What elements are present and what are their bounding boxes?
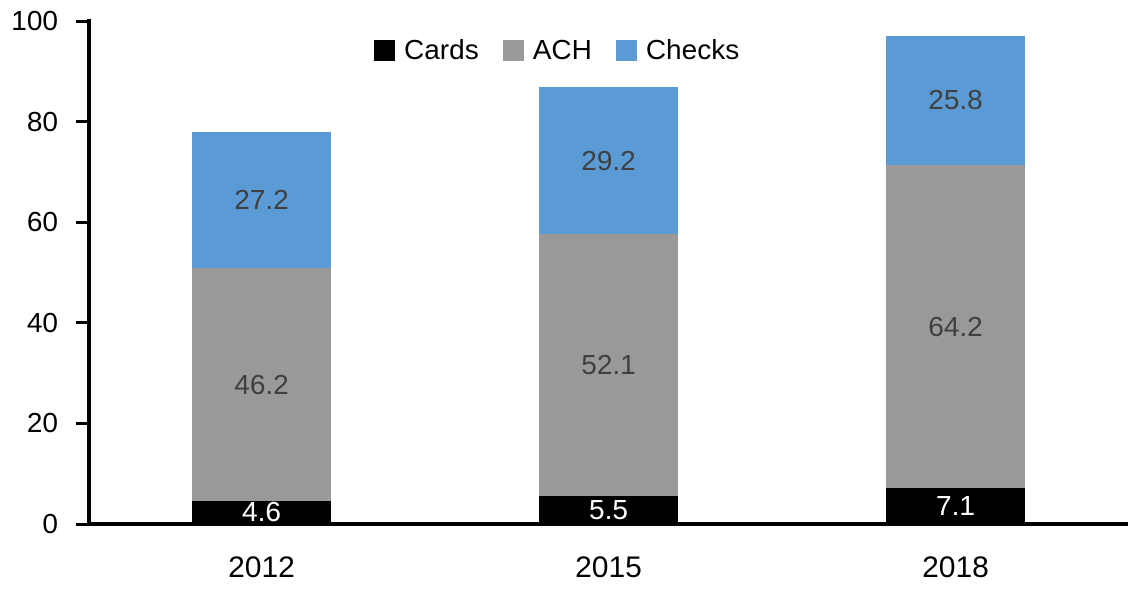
bar-segment-checks-2018 — [886, 35, 1025, 166]
legend-item-cards: Cards — [374, 34, 479, 66]
bar-value-label-cards-2015: 5.5 — [589, 494, 628, 526]
bar-segment-checks-2015 — [539, 87, 678, 235]
y-tick-label: 100 — [11, 5, 58, 36]
bar-segment-cards-2018 — [886, 488, 1025, 524]
bar-segment-cards-2012 — [192, 500, 331, 524]
y-tick-label: 40 — [26, 306, 58, 338]
bar-value-label-ach-2015: 52.1 — [581, 349, 636, 381]
bar-value-label-checks-2018: 25.8 — [928, 84, 983, 116]
bar-segment-checks-2012 — [192, 131, 331, 269]
y-tick-mark — [76, 220, 87, 224]
legend-item-ach: ACH — [502, 34, 592, 66]
y-axis-line — [87, 19, 91, 526]
bar-segment-ach-2015 — [539, 234, 678, 497]
legend-marker-cards-icon — [374, 39, 395, 61]
y-tick-label: 60 — [26, 206, 58, 238]
bar-value-label-ach-2018: 64.2 — [928, 310, 983, 342]
bar-segment-ach-2018 — [886, 165, 1025, 489]
bar-value-label-ach-2012: 46.2 — [234, 368, 289, 400]
y-tick-mark — [76, 321, 87, 325]
y-tick-mark — [76, 120, 87, 124]
x-category-label-2012: 2012 — [228, 551, 295, 584]
legend-item-checks: Checks — [615, 34, 740, 66]
legend-label-cards: Cards — [404, 34, 479, 65]
x-category-label-2015: 2015 — [575, 551, 642, 584]
bar-value-label-checks-2012: 27.2 — [234, 184, 289, 216]
y-tick-mark — [76, 522, 87, 526]
y-tick-mark — [76, 421, 87, 425]
y-tick-label: 80 — [26, 105, 58, 137]
legend-marker-checks-icon — [615, 39, 637, 61]
y-tick-mark — [76, 19, 87, 23]
legend-marker-ach-icon — [502, 39, 524, 61]
x-category-label-2018: 2018 — [922, 551, 989, 584]
bar-segment-ach-2012 — [192, 268, 331, 501]
x-axis-line — [87, 522, 1128, 526]
bar-value-label-cards-2018: 7.1 — [936, 490, 975, 522]
chart-legend: Cards ACH Checks — [374, 33, 739, 67]
legend-label-checks: Checks — [645, 34, 740, 65]
bar-value-label-cards-2012: 4.6 — [242, 496, 281, 528]
bar-value-label-checks-2015: 29.2 — [581, 144, 636, 176]
bar-segment-cards-2015 — [539, 496, 678, 524]
y-tick-label: 0 — [42, 508, 58, 539]
legend-label-ach: ACH — [532, 34, 592, 65]
y-tick-label: 20 — [26, 407, 58, 439]
